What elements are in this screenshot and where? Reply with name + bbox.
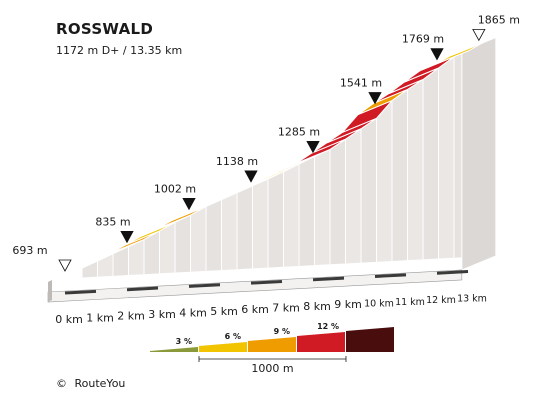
profile-front-edge (47, 269, 469, 303)
peak-marker-icon (182, 197, 196, 211)
chart-subtitle: 1172 m D+ / 13.35 km (56, 44, 183, 57)
wall-panel (174, 214, 191, 274)
km-tick-label: 8 km (303, 300, 331, 313)
chart-title: ROSSWALD (56, 20, 154, 38)
peak-label: 1002 m (154, 182, 196, 195)
peak-marker-icon (244, 170, 258, 183)
km-tick-label: 5 km (210, 305, 238, 318)
km-stripe (436, 270, 469, 275)
km-tick-label: 6 km (241, 303, 269, 316)
wall-panel (391, 88, 408, 263)
peak-label: 1865 m (478, 13, 520, 26)
grade-segment (450, 36, 497, 56)
wall-panel (314, 148, 331, 267)
wall-panel (376, 99, 393, 263)
km-tick-label: 13 km (457, 294, 487, 305)
legend-swatch (297, 332, 345, 352)
km-tick-label: 7 km (272, 301, 300, 314)
wall-panel (438, 55, 455, 260)
legend-swatch (248, 337, 296, 352)
km-stripe (374, 273, 407, 278)
km-stripe (312, 276, 345, 282)
peak-label: 1769 m (402, 33, 444, 46)
wall-panel (345, 127, 362, 265)
peak-marker-icon (58, 259, 72, 272)
footer: © RouteYou (56, 377, 125, 390)
peak-label: 1541 m (340, 77, 382, 90)
wall-panel (190, 205, 207, 273)
km-tick-label: 0 km (55, 313, 83, 326)
km-tick-labels: 0 km 1 km 2 km 3 km 4 km 5 km 6 km 7 km 8 km 9 km… (55, 294, 487, 326)
legend-label: 12 % (317, 322, 339, 331)
km-stripe (64, 289, 97, 295)
km-tick-label: 9 km (334, 298, 362, 311)
wall-panel (205, 198, 222, 272)
wall-panel (236, 184, 253, 271)
peak-marker-icon (306, 141, 320, 154)
peak-marker-icon (430, 48, 444, 61)
legend-swatch (346, 327, 394, 352)
wall-panel (221, 191, 238, 272)
copyright-symbol: © (56, 377, 67, 390)
peak-label: 835 m (95, 215, 130, 228)
peak-marker-icon (120, 231, 134, 244)
km-tick-label: 12 km (426, 295, 456, 306)
grade-legend: 3 % 6 % 9 % 12 % 1000 m (150, 322, 394, 375)
profile-left-cap (48, 280, 52, 302)
km-stripe (250, 279, 283, 285)
scale-bar-label: 1000 m (251, 362, 293, 375)
wall-panel (252, 178, 269, 270)
wall-panel (422, 67, 439, 261)
legend-label: 3 % (176, 337, 192, 346)
km-stripe (188, 283, 221, 288)
legend-swatch (199, 342, 247, 352)
wall-panel (407, 78, 424, 262)
peak-label: 1138 m (216, 155, 258, 168)
profile-side-walls (81, 36, 497, 279)
end-cap (461, 36, 497, 271)
wall-panel (298, 155, 315, 267)
peak-label: 693 m (12, 244, 47, 257)
km-tick-label: 10 km (364, 299, 394, 310)
km-stripe (126, 286, 159, 292)
routeyou-brand[interactable]: RouteYou (74, 377, 126, 390)
peak-marker-icon (472, 28, 486, 42)
km-tick-label: 4 km (179, 306, 207, 319)
legend-label: 6 % (225, 332, 241, 341)
km-tick-label: 3 km (148, 308, 176, 321)
peak-marker-icon (368, 92, 382, 105)
wall-panel (360, 117, 377, 264)
profile-top-segments (47, 36, 497, 283)
legend-swatch (150, 347, 198, 352)
legend-label: 9 % (274, 327, 290, 336)
wall-panel (283, 163, 300, 268)
wall-panel (329, 138, 346, 266)
peak-label: 1285 m (278, 125, 320, 138)
km-tick-label: 11 km (395, 297, 425, 308)
km-tick-label: 1 km (86, 311, 114, 324)
peak-markers: 693 m 835 m 1002 m 1138 m 1285 m 1541 m 1769 m… (12, 13, 520, 272)
km-tick-label: 2 km (117, 310, 145, 323)
wall-panel (267, 170, 284, 269)
